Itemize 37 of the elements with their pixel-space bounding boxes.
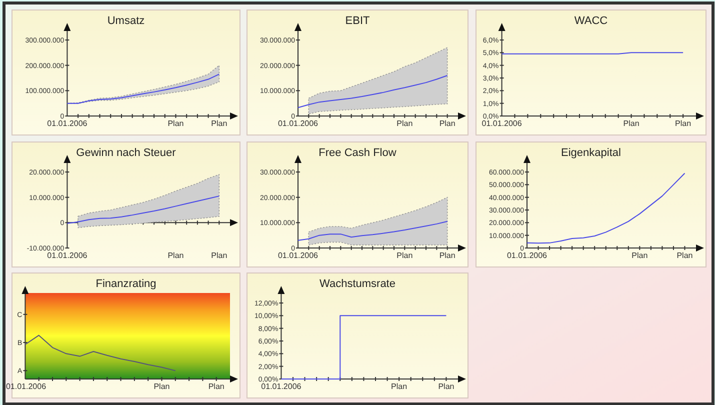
x-tick-label: 01.01.2006 [47, 119, 88, 128]
x-tick-label: Plan [439, 119, 456, 128]
x-tick-label: Plan [676, 251, 693, 260]
x-tick-label: 01.01.2006 [278, 251, 319, 260]
x-tick-label: 01.01.2006 [6, 382, 47, 391]
x-tick-label: 01.01.2006 [482, 119, 522, 128]
x-tick-label: 01.01.2006 [261, 382, 302, 391]
x-tick-label: Plan [632, 251, 648, 260]
line-series [298, 74, 448, 108]
x-tick-label: Plan [439, 251, 456, 260]
x-tick-label: Plan [391, 382, 408, 391]
chart-title: Gewinn nach Steuer [76, 147, 176, 159]
chart-title: Free Cash Flow [318, 147, 396, 159]
chart-title: Umsatz [107, 15, 145, 27]
x-tick-label: Plan [396, 251, 413, 260]
line-series [66, 74, 220, 104]
chart-title: EBIT [345, 15, 370, 27]
x-tick-label: Plan [675, 119, 692, 128]
x-tick-label: Plan [208, 382, 224, 391]
chart-title: Finanzrating [96, 278, 156, 290]
x-tick-label: 01.01.2006 [506, 251, 548, 260]
chart-title: Wachstumsrate [319, 278, 396, 290]
x-tick-label: Plan [168, 119, 184, 128]
line-series [66, 196, 220, 224]
chart-title: Eigenkapital [561, 147, 621, 159]
x-tick-label: Plan [211, 119, 228, 128]
x-tick-label: Plan [438, 382, 454, 391]
x-tick-label: 01.01.2006 [278, 119, 319, 128]
line-series [526, 172, 686, 244]
x-tick-label: Plan [211, 251, 228, 260]
line-series [298, 220, 448, 241]
chart-title: WACC [574, 15, 608, 27]
x-tick-label: Plan [154, 382, 170, 391]
x-tick-label: Plan [396, 119, 413, 128]
x-tick-label: 01.01.2006 [47, 251, 88, 260]
x-tick-label: Plan [623, 119, 640, 128]
x-tick-label: Plan [168, 251, 184, 260]
